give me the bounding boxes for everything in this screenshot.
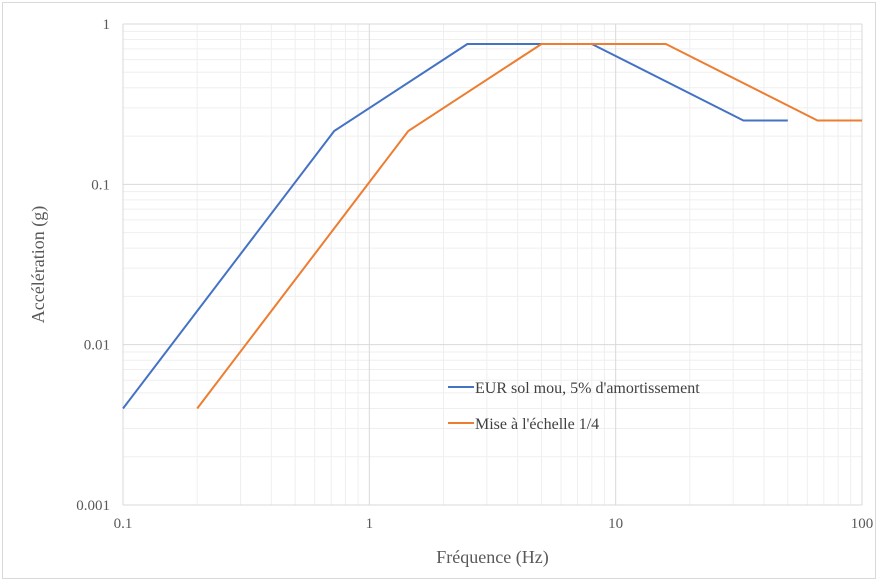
legend-label-eur: EUR sol mou, 5% d'amortissement [475,380,700,397]
series-line-eur [122,43,788,410]
x-tick-label: 100 [851,516,874,532]
x-tick-label: 0.1 [114,516,133,532]
y-axis-title: Accélération (g) [28,206,49,323]
series-layer [122,43,862,410]
y-tick-label: 1 [103,17,111,33]
legend-label-scaled: Mise à l'échelle 1/4 [475,416,599,433]
x-tick-label: 1 [366,516,374,532]
x-tick-label: 10 [608,516,623,532]
legend: EUR sol mou, 5% d'amortissement Mise à l… [448,380,700,433]
y-tick-label: 0.001 [76,498,110,514]
x-axis-title: Fréquence (Hz) [436,547,548,568]
tick-labels: 0.1 1 10 100 0.001 0.01 0.1 1 [76,17,873,532]
series-line-scaled [196,43,862,410]
minor-gridlines [123,24,862,505]
y-tick-label: 0.01 [84,338,110,354]
y-tick-label: 0.1 [91,177,110,193]
